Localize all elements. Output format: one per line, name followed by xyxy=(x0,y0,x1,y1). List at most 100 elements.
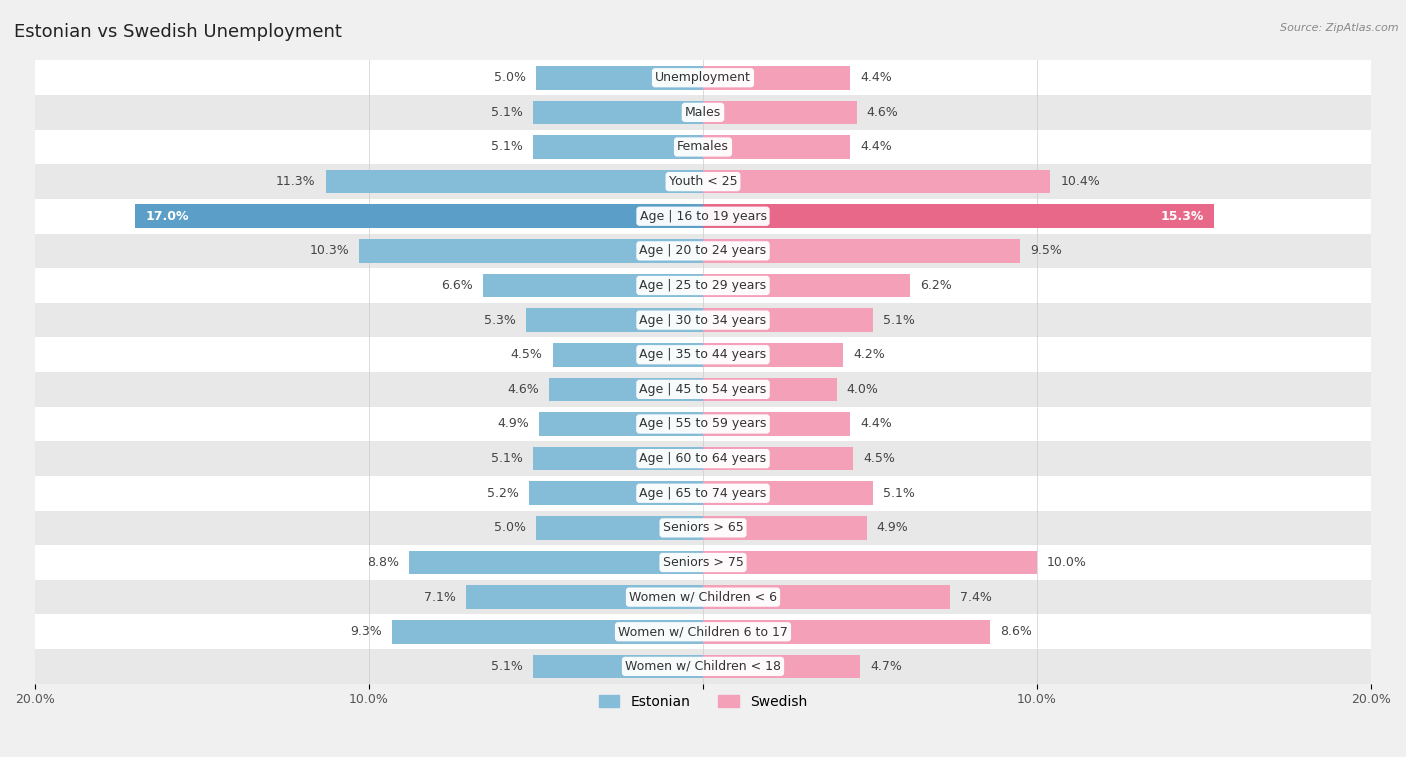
Text: Age | 30 to 34 years: Age | 30 to 34 years xyxy=(640,313,766,326)
Bar xyxy=(703,551,1038,575)
Bar xyxy=(703,170,1050,193)
Bar xyxy=(540,413,703,436)
Text: 17.0%: 17.0% xyxy=(145,210,188,223)
Bar xyxy=(35,372,1371,407)
Bar xyxy=(703,620,990,643)
Text: 4.7%: 4.7% xyxy=(870,660,901,673)
Bar xyxy=(703,66,851,89)
Text: 4.4%: 4.4% xyxy=(860,418,891,431)
Bar xyxy=(35,234,1371,268)
Text: Age | 16 to 19 years: Age | 16 to 19 years xyxy=(640,210,766,223)
Bar xyxy=(35,580,1371,615)
Text: 8.6%: 8.6% xyxy=(1000,625,1032,638)
Text: 11.3%: 11.3% xyxy=(276,175,315,188)
Bar xyxy=(550,378,703,401)
Bar xyxy=(703,481,873,505)
Bar xyxy=(35,268,1371,303)
Bar xyxy=(35,615,1371,649)
Text: 9.3%: 9.3% xyxy=(350,625,382,638)
Bar xyxy=(703,308,873,332)
Bar xyxy=(35,510,1371,545)
Text: 9.5%: 9.5% xyxy=(1031,245,1062,257)
Bar xyxy=(703,655,860,678)
Text: 4.2%: 4.2% xyxy=(853,348,884,361)
Bar xyxy=(533,447,703,470)
Text: Females: Females xyxy=(678,141,728,154)
Bar xyxy=(35,649,1371,684)
Text: 10.4%: 10.4% xyxy=(1060,175,1099,188)
Bar xyxy=(553,343,703,366)
Text: Age | 60 to 64 years: Age | 60 to 64 years xyxy=(640,452,766,465)
Bar xyxy=(703,136,851,159)
Text: 5.1%: 5.1% xyxy=(491,452,523,465)
Text: 10.3%: 10.3% xyxy=(309,245,349,257)
Bar xyxy=(703,101,856,124)
Text: Age | 55 to 59 years: Age | 55 to 59 years xyxy=(640,418,766,431)
Text: Age | 25 to 29 years: Age | 25 to 29 years xyxy=(640,279,766,292)
Text: Males: Males xyxy=(685,106,721,119)
Text: 5.1%: 5.1% xyxy=(883,313,915,326)
Text: 4.5%: 4.5% xyxy=(510,348,543,361)
Bar xyxy=(465,585,703,609)
Text: Seniors > 75: Seniors > 75 xyxy=(662,556,744,569)
Text: 7.1%: 7.1% xyxy=(425,590,456,603)
Bar xyxy=(35,476,1371,510)
Text: 15.3%: 15.3% xyxy=(1161,210,1204,223)
Bar xyxy=(536,516,703,540)
Text: 5.0%: 5.0% xyxy=(494,522,526,534)
Text: 5.1%: 5.1% xyxy=(491,660,523,673)
Text: 4.9%: 4.9% xyxy=(498,418,529,431)
Text: Estonian vs Swedish Unemployment: Estonian vs Swedish Unemployment xyxy=(14,23,342,41)
Bar xyxy=(526,308,703,332)
Bar xyxy=(533,101,703,124)
Text: 4.6%: 4.6% xyxy=(866,106,898,119)
Text: 7.4%: 7.4% xyxy=(960,590,993,603)
Bar xyxy=(703,378,837,401)
Bar xyxy=(35,95,1371,129)
Text: 4.9%: 4.9% xyxy=(877,522,908,534)
Bar xyxy=(35,407,1371,441)
Bar xyxy=(703,274,910,298)
Bar xyxy=(392,620,703,643)
Text: Age | 45 to 54 years: Age | 45 to 54 years xyxy=(640,383,766,396)
Text: 5.0%: 5.0% xyxy=(494,71,526,84)
Text: 4.4%: 4.4% xyxy=(860,71,891,84)
Bar xyxy=(35,441,1371,476)
Bar xyxy=(533,655,703,678)
Text: 5.2%: 5.2% xyxy=(488,487,519,500)
Bar xyxy=(703,447,853,470)
Bar xyxy=(482,274,703,298)
Bar xyxy=(326,170,703,193)
Bar xyxy=(35,61,1371,95)
Bar xyxy=(135,204,703,228)
Text: Unemployment: Unemployment xyxy=(655,71,751,84)
Text: Women w/ Children < 6: Women w/ Children < 6 xyxy=(628,590,778,603)
Text: 8.8%: 8.8% xyxy=(367,556,399,569)
Bar xyxy=(703,239,1021,263)
Text: Age | 20 to 24 years: Age | 20 to 24 years xyxy=(640,245,766,257)
Bar xyxy=(703,516,866,540)
Text: 4.4%: 4.4% xyxy=(860,141,891,154)
Text: Women w/ Children < 18: Women w/ Children < 18 xyxy=(626,660,780,673)
Bar xyxy=(35,129,1371,164)
Text: 6.2%: 6.2% xyxy=(920,279,952,292)
Text: Age | 35 to 44 years: Age | 35 to 44 years xyxy=(640,348,766,361)
Text: Source: ZipAtlas.com: Source: ZipAtlas.com xyxy=(1281,23,1399,33)
Text: 5.1%: 5.1% xyxy=(883,487,915,500)
Bar xyxy=(35,338,1371,372)
Bar xyxy=(703,413,851,436)
Text: Age | 65 to 74 years: Age | 65 to 74 years xyxy=(640,487,766,500)
Bar xyxy=(703,585,950,609)
Bar xyxy=(703,204,1213,228)
Bar xyxy=(35,545,1371,580)
Bar xyxy=(529,481,703,505)
Text: 5.1%: 5.1% xyxy=(491,141,523,154)
Text: 5.3%: 5.3% xyxy=(484,313,516,326)
Bar xyxy=(359,239,703,263)
Bar xyxy=(409,551,703,575)
Bar xyxy=(703,343,844,366)
Legend: Estonian, Swedish: Estonian, Swedish xyxy=(593,689,813,714)
Text: 4.6%: 4.6% xyxy=(508,383,540,396)
Bar xyxy=(533,136,703,159)
Text: 10.0%: 10.0% xyxy=(1047,556,1087,569)
